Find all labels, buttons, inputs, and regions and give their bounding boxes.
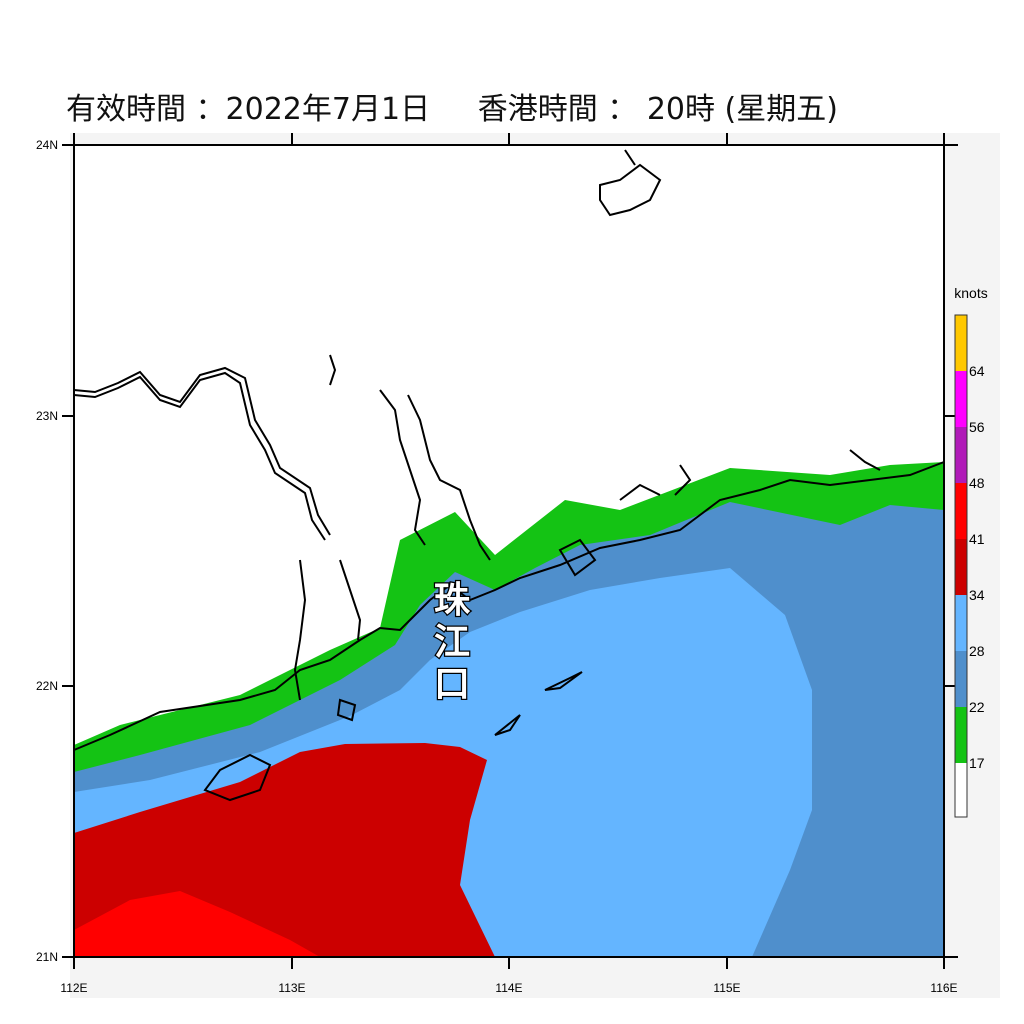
region-label-char: 珠 xyxy=(434,580,471,621)
legend-swatch-28-34 xyxy=(955,595,967,651)
region-label-char: 江 xyxy=(434,622,470,663)
legend-swatch-56-64 xyxy=(955,371,967,427)
legend-level-17: 17 xyxy=(969,755,985,771)
lon-label-115e: 115E xyxy=(713,981,740,995)
legend-unit: knots xyxy=(954,285,987,301)
region-label-char: 口 xyxy=(434,664,470,705)
legend-level-64: 64 xyxy=(969,363,985,379)
lat-label-23n: 23N xyxy=(36,409,58,423)
lon-label-113e: 113E xyxy=(278,981,305,995)
legend-level-34: 34 xyxy=(969,587,985,603)
lon-label-112e: 112E xyxy=(60,981,87,995)
lat-label-21n: 21N xyxy=(36,950,58,964)
legend-swatch-48-56 xyxy=(955,427,967,483)
legend-level-48: 48 xyxy=(969,475,985,491)
legend-level-28: 28 xyxy=(969,643,985,659)
lat-label-22n: 22N xyxy=(36,679,58,693)
legend-swatch-22-28 xyxy=(955,651,967,707)
lon-label-114e: 114E xyxy=(495,981,522,995)
legend-level-41: 41 xyxy=(969,531,985,547)
pearl-river-estuary-label: 珠江口 xyxy=(434,580,471,705)
legend-swatch-41-48 xyxy=(955,483,967,539)
lon-label-116e: 116E xyxy=(930,981,957,995)
legend-level-22: 22 xyxy=(969,699,985,715)
plot-area: 24N 23N 22N 21N 112E 113E 114E 115E 116E… xyxy=(36,133,958,995)
legend-swatch-34-41 xyxy=(955,539,967,595)
legend-level-56: 56 xyxy=(969,419,985,435)
legend-swatch-below-17 xyxy=(955,763,967,817)
legend-swatch-64-plus xyxy=(955,315,967,371)
legend-swatch-17-22 xyxy=(955,707,967,763)
lat-label-24n: 24N xyxy=(36,138,58,152)
